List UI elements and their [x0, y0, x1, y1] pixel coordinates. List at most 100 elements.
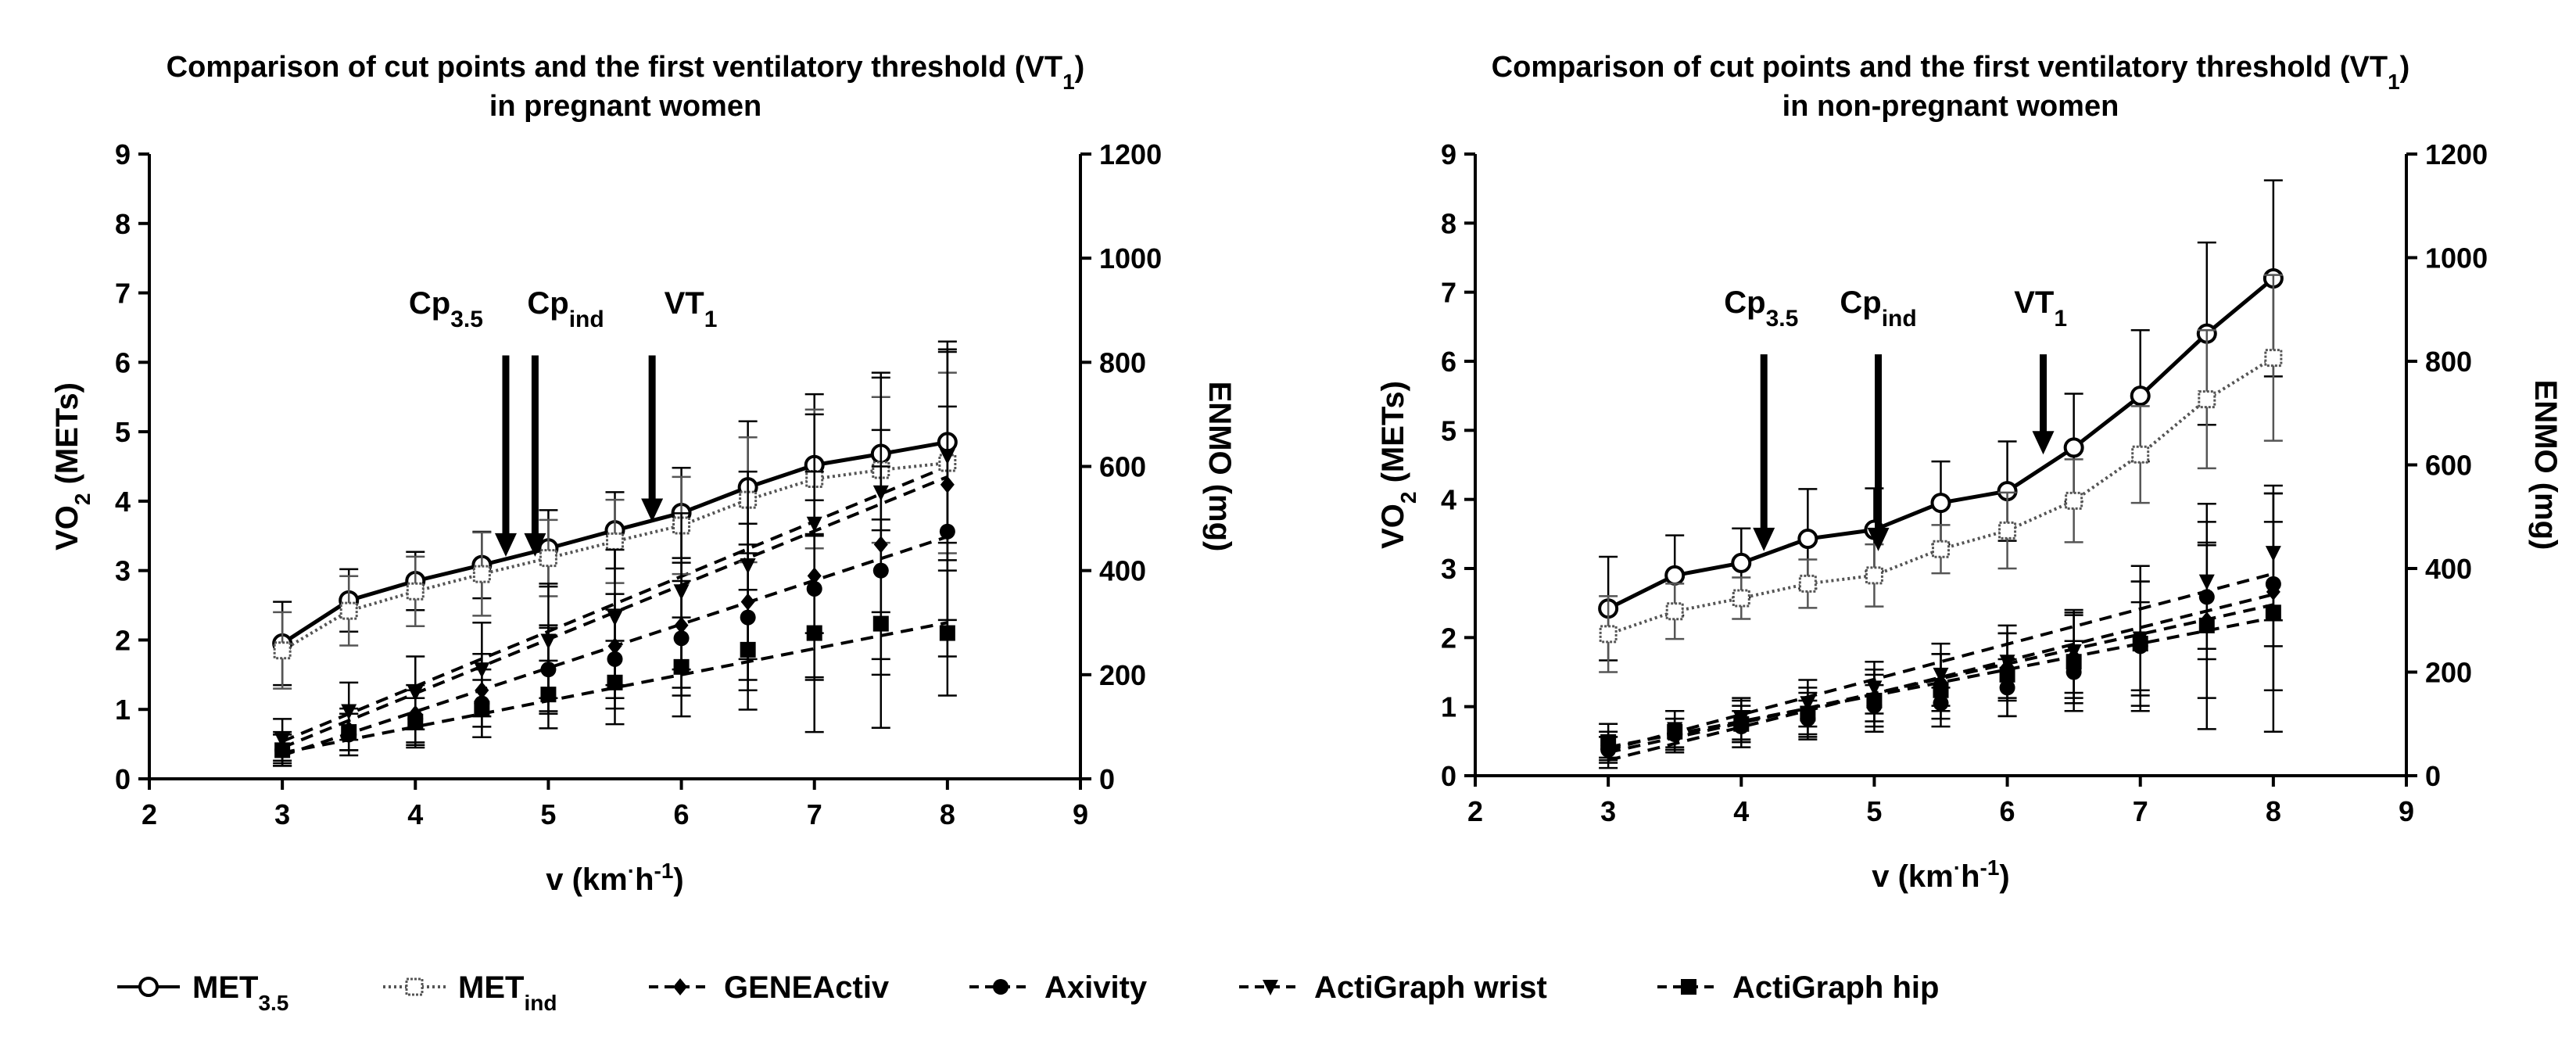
x-tick-label: 3	[274, 798, 290, 830]
legend-marker	[1263, 980, 1278, 995]
chart-panel-non-pregnant: Comparison of cut points and the first v…	[1376, 51, 2563, 894]
arrow-head	[494, 533, 517, 557]
legend-label-text: GENEActiv	[724, 970, 890, 1005]
x-axis-label-close: )	[1999, 859, 2009, 894]
data-point	[806, 516, 822, 533]
x-tick-label: 9	[1073, 798, 1088, 830]
legend-label-text: ActiGraph wrist	[1314, 970, 1547, 1005]
legend-label-text: MET	[458, 970, 524, 1005]
x-tick-label: 5	[1866, 795, 1882, 827]
y-axis-label: VO2 (METs)	[1376, 381, 1421, 549]
arrow-label-text: VT	[665, 286, 704, 321]
data-point	[1930, 493, 1951, 514]
data-point	[474, 701, 490, 717]
y-axis-label-subscript: 2	[70, 493, 95, 506]
y-axis-label-subscript: 2	[1396, 492, 1421, 504]
y-tick-label: 6	[115, 346, 131, 378]
data-point	[740, 641, 756, 658]
chart-title: Comparison of cut points and the first v…	[1492, 51, 2410, 94]
y2-axis-label: ENMO (mg)	[2528, 380, 2563, 551]
data-point	[2265, 604, 2281, 621]
data-point	[472, 565, 491, 583]
data-point	[407, 713, 424, 730]
arrow-label-text: Cp	[1840, 285, 1881, 320]
y-tick-label: 4	[1441, 484, 1456, 516]
y-axis-label: VO2 (METs)	[50, 382, 95, 551]
y2-tick-label: 1200	[2425, 138, 2488, 170]
data-point	[1932, 540, 1950, 558]
data-point	[740, 558, 756, 575]
fit-line-geneactiv	[1607, 593, 2274, 762]
x-tick-label: 4	[407, 798, 423, 830]
chart-title: Comparison of cut points and the first v…	[167, 51, 1085, 94]
y-tick-label: 5	[1441, 414, 1456, 447]
arrow-label-text: VT	[2014, 285, 2054, 320]
arrow-label-subscript: ind	[569, 307, 604, 332]
data-point	[1797, 529, 1818, 550]
data-point	[2264, 349, 2283, 368]
x-axis-label-unit: h	[1961, 859, 1979, 894]
data-point	[872, 615, 889, 632]
data-point	[673, 658, 690, 675]
annotation-arrow-vt1: VT1	[2014, 285, 2067, 455]
legend-label: METind	[458, 970, 557, 1015]
y-tick-label: 3	[115, 555, 131, 587]
data-point	[1933, 682, 1949, 698]
x-axis-label-superscript: -1	[654, 859, 674, 883]
data-point	[1600, 733, 1617, 750]
data-point	[1866, 692, 1883, 708]
data-point	[339, 601, 358, 620]
data-point	[539, 549, 557, 568]
data-point	[2130, 386, 2151, 407]
data-point	[2065, 654, 2082, 670]
fit-line-actigraph-hip	[281, 621, 948, 755]
data-point	[2132, 636, 2148, 652]
x-tick-label: 6	[2000, 795, 2015, 827]
series-actigraph-hip	[273, 518, 957, 767]
annotation-arrow-vt1: VT1	[641, 286, 717, 522]
series-line	[1607, 356, 2274, 636]
legend-label: GENEActiv	[724, 970, 890, 1005]
arrow-head	[1867, 527, 1890, 551]
y2-tick-label: 200	[2425, 657, 2472, 689]
legend-label: ActiGraph wrist	[1314, 970, 1547, 1005]
data-point	[606, 532, 624, 551]
x-axis-label-unit: h	[635, 863, 654, 897]
legend-label-text: Axivity	[1044, 970, 1148, 1005]
chart-subtitle: in pregnant women	[489, 90, 761, 123]
y2-axis-label: ENMO (mg)	[1202, 382, 1237, 552]
legend-item-actigraph-hip: ActiGraph hip	[1657, 970, 1939, 1005]
data-point	[1732, 589, 1750, 608]
arrow-label: VT1	[2014, 285, 2067, 332]
data-point	[474, 662, 490, 679]
arrow-head	[641, 498, 664, 522]
arrow-label-subscript: ind	[1882, 306, 1917, 332]
y-tick-label: 0	[1441, 760, 1456, 792]
legend-item-axivity: Axivity	[969, 970, 1148, 1005]
data-point	[939, 449, 955, 465]
chart-title-text: Comparison of cut points and the first v…	[167, 51, 1062, 84]
y-tick-label: 9	[1441, 138, 1456, 170]
annotation-arrow-cpind: Cpind	[1840, 285, 1917, 551]
x-axis-label-superscript: -1	[1980, 855, 2000, 880]
y-tick-label: 1	[115, 694, 131, 726]
legend-marker	[405, 977, 424, 996]
data-point	[1664, 565, 1686, 586]
y-tick-label: 8	[115, 208, 131, 240]
y-tick-label: 7	[115, 278, 131, 310]
y2-tick-label: 1000	[2425, 242, 2488, 274]
fit-line-actigraph-wrist	[1607, 572, 2274, 751]
y-tick-label: 7	[1441, 277, 1456, 309]
annotation-arrow-cpind: Cpind	[524, 286, 604, 557]
x-axis-label-text: v (km	[546, 863, 628, 897]
chart-title-close: )	[2400, 51, 2410, 84]
y-tick-label: 4	[115, 486, 131, 518]
legend-label-text: ActiGraph hip	[1732, 970, 1939, 1005]
arrow-label-subscript: 1	[2054, 306, 2067, 332]
y-axis-label-unit: (METs)	[50, 382, 84, 493]
data-point	[1599, 625, 1618, 644]
y2-tick-label: 800	[1099, 346, 1146, 378]
data-point	[1733, 715, 1750, 732]
fit-line-geneactiv	[281, 475, 948, 749]
